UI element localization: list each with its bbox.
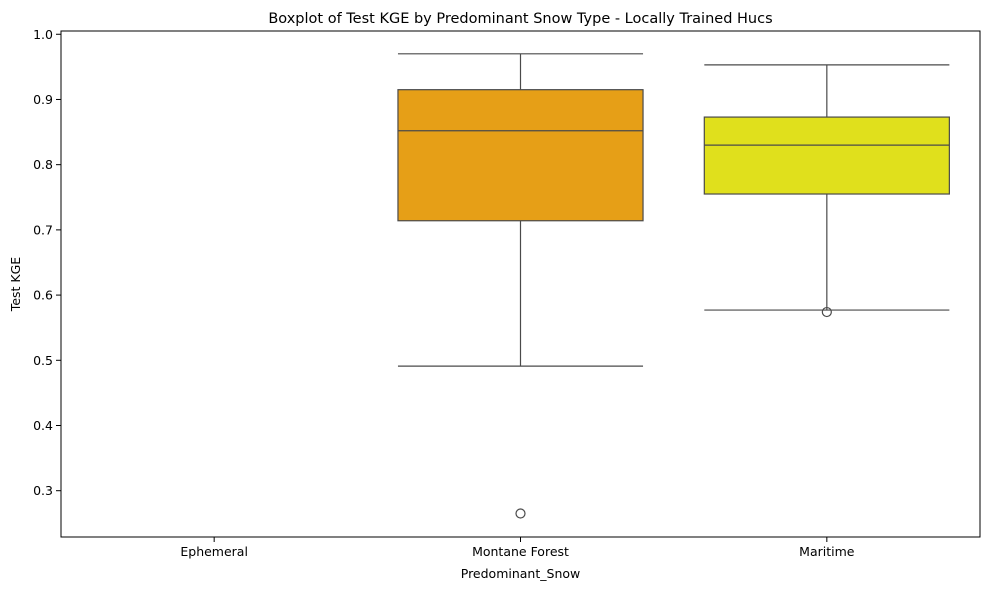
iqr-box bbox=[397, 89, 644, 222]
y-tick-label: 0.7 bbox=[33, 222, 53, 237]
x-axis-label: Predominant_Snow bbox=[461, 566, 581, 581]
y-tick-label: 1.0 bbox=[33, 27, 53, 42]
y-tick-label: 0.8 bbox=[33, 157, 53, 172]
box-group bbox=[397, 53, 644, 519]
y-tick-label: 0.6 bbox=[33, 288, 53, 303]
iqr-box bbox=[703, 116, 950, 195]
y-tick-label: 0.3 bbox=[33, 483, 53, 498]
box-group bbox=[703, 64, 950, 318]
outlier-point bbox=[515, 508, 526, 519]
x-axis: Ephemeral Montane Forest Maritime bbox=[180, 537, 855, 559]
x-tick-label: Maritime bbox=[799, 544, 855, 559]
chart-title: Boxplot of Test KGE by Predominant Snow … bbox=[268, 11, 772, 27]
y-tick-label: 0.9 bbox=[33, 92, 53, 107]
outlier-point bbox=[821, 306, 832, 318]
x-tick-label: Montane Forest bbox=[472, 544, 569, 559]
y-axis: 0.3 0.4 0.5 0.6 0.7 0.8 0.9 1.0 bbox=[33, 27, 61, 498]
y-tick-label: 0.4 bbox=[33, 418, 53, 433]
boxes-layer bbox=[397, 53, 950, 519]
y-axis-label: Test KGE bbox=[8, 257, 23, 312]
y-tick-label: 0.5 bbox=[33, 353, 53, 368]
x-tick-label: Ephemeral bbox=[180, 544, 248, 559]
